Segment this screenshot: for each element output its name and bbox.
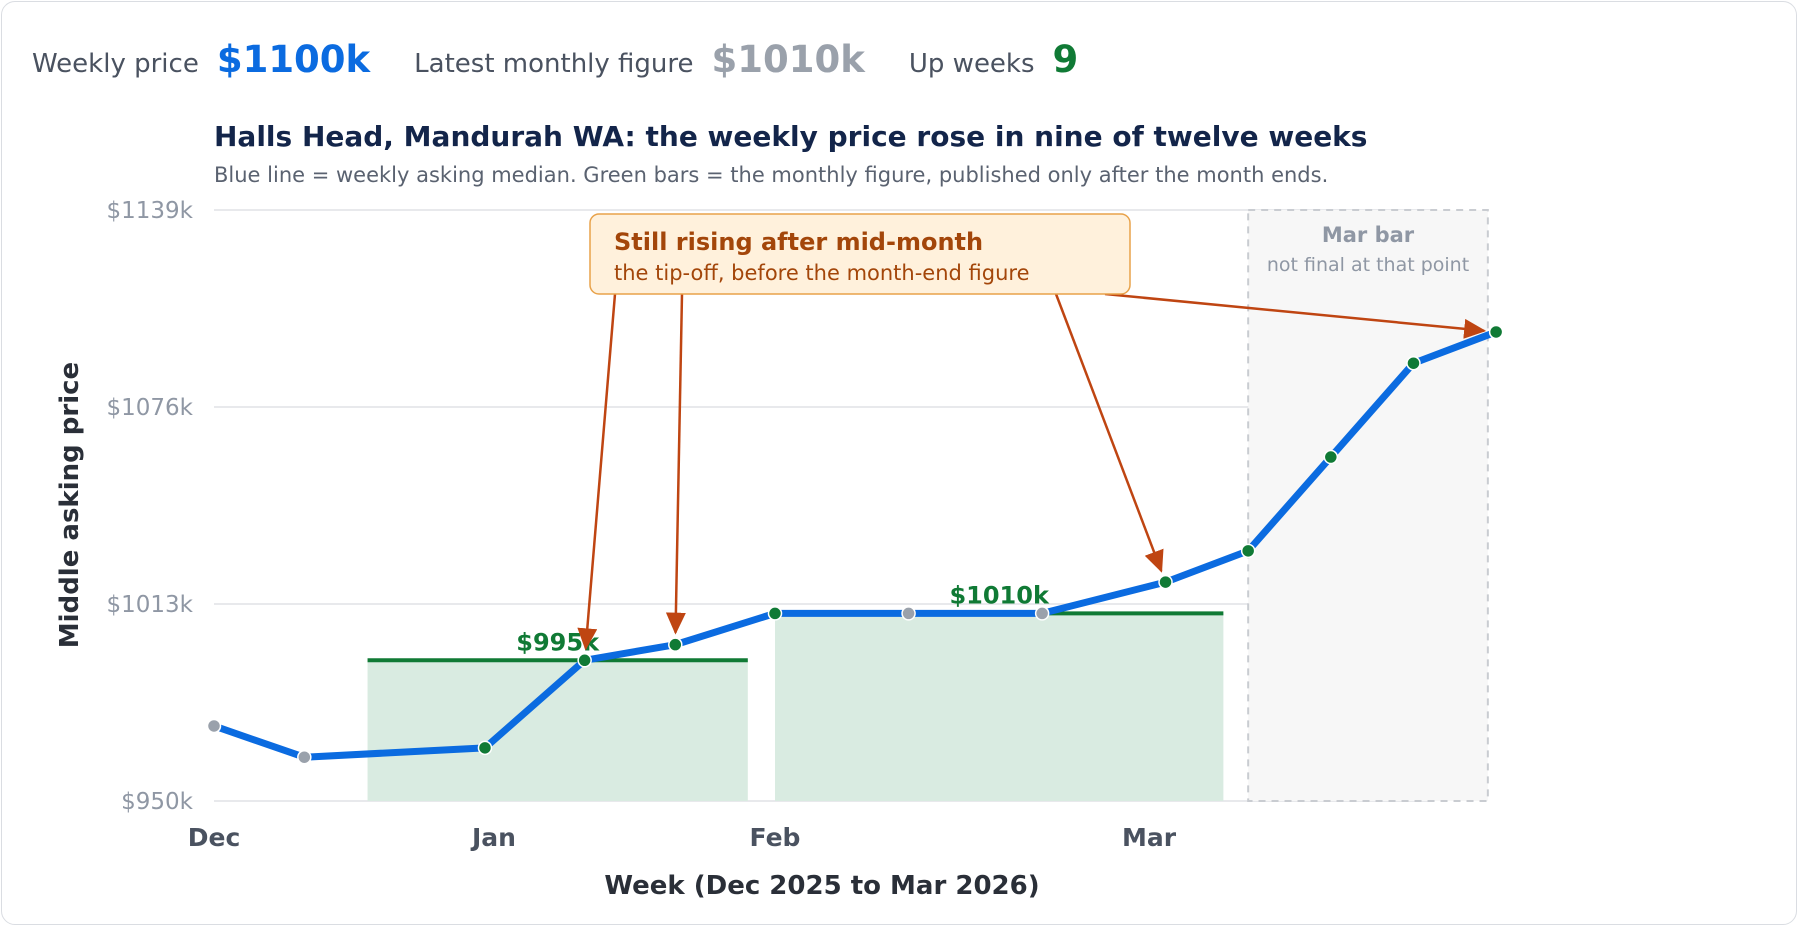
x-tick-label: Jan — [470, 823, 516, 852]
monthly-bar — [775, 613, 1224, 801]
pending-region-subtitle: not final at that point — [1267, 254, 1469, 276]
axes: $950k $1013k $1076k $1139k Dec Jan Feb Mar — [107, 198, 1177, 852]
flat-week-point — [901, 606, 916, 621]
up-week-point — [1240, 543, 1256, 559]
x-tick-label: Feb — [750, 823, 801, 852]
up-week-point — [767, 606, 783, 621]
annotation-title: Still rising after mid-month — [614, 228, 983, 256]
monthly-bar-label: $1010k — [949, 581, 1049, 609]
up-week-point — [477, 740, 493, 756]
y-tick-label: $1139k — [107, 198, 194, 224]
y-axis-label: Middle asking price — [55, 362, 85, 648]
y-tick-label: $950k — [121, 789, 194, 815]
y-tick-label: $1076k — [107, 395, 194, 421]
flat-week-point — [206, 718, 222, 734]
pending-region-title: Mar bar — [1322, 223, 1415, 247]
chart-subtitle: Blue line = weekly asking median. Green … — [214, 163, 1328, 187]
weekly-price-value: $1100k — [216, 38, 371, 81]
up-week-point — [1488, 324, 1504, 340]
annotation-background — [589, 213, 1131, 295]
flat-week-point — [1034, 606, 1050, 621]
up-weeks-value: 9 — [1052, 38, 1079, 81]
up-week-point — [577, 653, 592, 668]
up-week-point — [1158, 574, 1173, 590]
annotation-box: Still rising after mid-month the tip-off,… — [589, 213, 1131, 295]
annotation-arrow — [577, 293, 617, 651]
annotation-arrow — [1054, 293, 1164, 573]
monthly-bars — [367, 611, 1224, 801]
up-week-point — [1323, 449, 1339, 465]
monthly-figure-label: Latest monthly figure — [414, 49, 694, 79]
chart-title: Halls Head, Mandurah WA: the weekly pric… — [214, 120, 1367, 153]
weekly-points — [206, 324, 1504, 765]
up-weeks-label: Up weeks — [908, 49, 1035, 79]
up-week-point — [1406, 355, 1421, 371]
y-tick-label: $1013k — [107, 592, 194, 618]
annotation-subtitle: the tip-off, before the month-end figure — [614, 261, 1030, 285]
up-week-point — [668, 637, 683, 652]
kpi-row: Weekly price $1100k Latest monthly figur… — [32, 38, 1122, 81]
flat-week-point — [297, 749, 312, 765]
annotation-arrow — [665, 293, 686, 635]
x-axis-label: Week (Dec 2025 to Mar 2026) — [604, 871, 1039, 901]
x-tick-label: Mar — [1122, 823, 1177, 852]
monthly-figure-value: $1010k — [711, 38, 865, 81]
annotation-arrow — [1104, 292, 1487, 339]
weekly-price-label: Weekly price — [32, 49, 199, 79]
annotation-arrows — [577, 292, 1487, 651]
x-tick-label: Dec — [188, 823, 241, 852]
